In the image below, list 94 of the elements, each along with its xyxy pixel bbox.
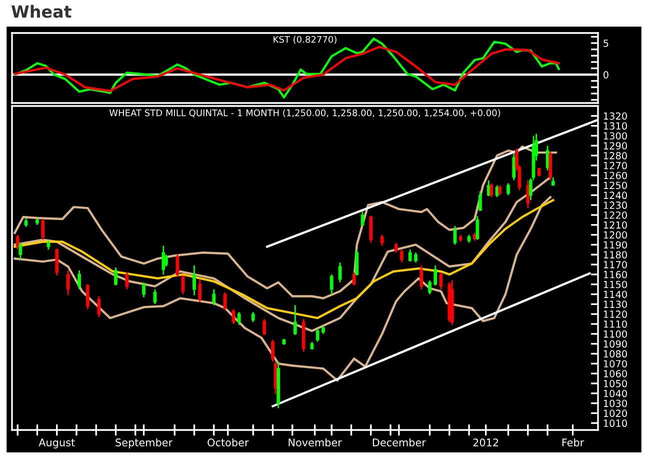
line-series bbox=[14, 196, 552, 382]
candlestick bbox=[512, 152, 516, 182]
candlestick bbox=[548, 150, 552, 182]
chart-title: Wheat bbox=[11, 4, 72, 18]
y-tick-label: 1150 bbox=[604, 280, 627, 288]
candlestick bbox=[506, 182, 510, 196]
candlestick bbox=[114, 266, 118, 286]
candlestick bbox=[420, 264, 424, 290]
y-tick-label: 1230 bbox=[604, 202, 627, 209]
x-tick-label: 2012 bbox=[473, 438, 498, 446]
candlestick bbox=[164, 254, 168, 268]
candlestick bbox=[55, 248, 59, 276]
candlestick bbox=[400, 248, 404, 264]
candlestick bbox=[86, 284, 90, 310]
candlestick bbox=[330, 274, 334, 295]
candlestick bbox=[352, 272, 356, 286]
x-tick-label: October bbox=[208, 438, 249, 446]
x-tick-label: December bbox=[372, 438, 426, 446]
y-tick-label: 1270 bbox=[604, 162, 627, 170]
y-tick-label: 1070 bbox=[604, 360, 627, 368]
candlestick bbox=[453, 225, 457, 246]
y-tick-label: 1290 bbox=[604, 142, 627, 150]
candlestick bbox=[262, 318, 266, 336]
y-tick-label: 1090 bbox=[604, 340, 627, 348]
candlestick bbox=[223, 292, 227, 311]
candlestick bbox=[232, 308, 236, 325]
candlestick bbox=[434, 264, 438, 286]
candlestick bbox=[212, 288, 216, 306]
chart-title: WHEAT STD MILL QUINTAL - 1 MONTH (1,250.00, 1,258.00, 1,250.00, 1,254.00, +0.00) bbox=[109, 109, 500, 118]
y-tick-label: 1250 bbox=[604, 182, 627, 190]
y-tick-label: 1300 bbox=[604, 132, 627, 140]
candlestick bbox=[251, 311, 255, 323]
candlestick bbox=[271, 339, 274, 362]
candlestick bbox=[394, 242, 398, 254]
candlestick bbox=[162, 245, 166, 276]
y-tick-label: 1170 bbox=[604, 261, 627, 268]
candlestick bbox=[294, 304, 297, 336]
y-tick-label: 1310 bbox=[604, 122, 627, 130]
candlestick bbox=[237, 311, 241, 326]
y-tick-label: 1190 bbox=[604, 241, 627, 249]
candlestick bbox=[176, 254, 180, 278]
y-tick-label: 1130 bbox=[604, 300, 627, 308]
candlestick bbox=[316, 328, 320, 343]
y-tick-label: 1020 bbox=[604, 410, 627, 417]
y-tick-label: 1060 bbox=[604, 370, 627, 378]
candlestick bbox=[16, 234, 20, 250]
line-series bbox=[14, 199, 554, 320]
y-tick-label: 0 bbox=[604, 71, 608, 78]
y-tick-label: 1100 bbox=[604, 330, 627, 338]
candlestick bbox=[526, 180, 530, 209]
candlestick bbox=[360, 210, 364, 227]
candlestick bbox=[198, 278, 202, 303]
y-tick-label: 1210 bbox=[604, 221, 627, 229]
candlestick bbox=[408, 248, 412, 262]
y-tick-label: 1050 bbox=[604, 380, 627, 388]
line-series bbox=[14, 38, 560, 98]
candlestick bbox=[66, 270, 70, 296]
candlestick bbox=[97, 296, 101, 318]
y-tick-label: 1080 bbox=[604, 350, 627, 358]
x-tick-label: November bbox=[288, 438, 342, 446]
candlestick bbox=[78, 270, 81, 290]
candlestick bbox=[338, 262, 342, 284]
y-tick-label: 5 bbox=[604, 40, 608, 47]
x-tick-label: September bbox=[116, 438, 173, 448]
candlestick bbox=[142, 282, 146, 298]
candlestick bbox=[478, 190, 482, 212]
y-tick-label: 1180 bbox=[604, 251, 627, 258]
y-tick-label: 1200 bbox=[604, 231, 627, 239]
y-tick-label: 1280 bbox=[604, 152, 627, 160]
y-tick-label: 1040 bbox=[604, 390, 627, 398]
candlestick bbox=[414, 252, 418, 264]
candlestick bbox=[41, 218, 45, 240]
y-tick-label: 1160 bbox=[604, 270, 627, 278]
y-tick-label: 1220 bbox=[604, 211, 627, 219]
candlestick bbox=[498, 184, 502, 196]
candlestick bbox=[192, 264, 196, 296]
x-tick-label: Febr bbox=[562, 438, 584, 446]
candlestick bbox=[369, 215, 373, 244]
y-tick-label: 1110 bbox=[604, 320, 627, 328]
y-tick-label: 1140 bbox=[604, 290, 627, 298]
y-tick-label: 1260 bbox=[604, 172, 627, 180]
line-series bbox=[14, 46, 560, 92]
y-tick-label: 1120 bbox=[604, 310, 627, 318]
chart-subtitle: KST (0.82770) bbox=[274, 36, 336, 44]
candlestick bbox=[476, 215, 480, 240]
candlestick bbox=[380, 234, 384, 246]
candlestick bbox=[428, 280, 432, 295]
candlestick bbox=[18, 242, 22, 260]
candlestick bbox=[355, 248, 359, 276]
y-tick-label: 1320 bbox=[604, 112, 627, 120]
y-tick-label: 1240 bbox=[604, 192, 627, 200]
x-tick-label: August bbox=[38, 438, 75, 448]
y-tick-label: 1010 bbox=[604, 420, 627, 427]
y-tick-label: 1030 bbox=[604, 400, 627, 408]
